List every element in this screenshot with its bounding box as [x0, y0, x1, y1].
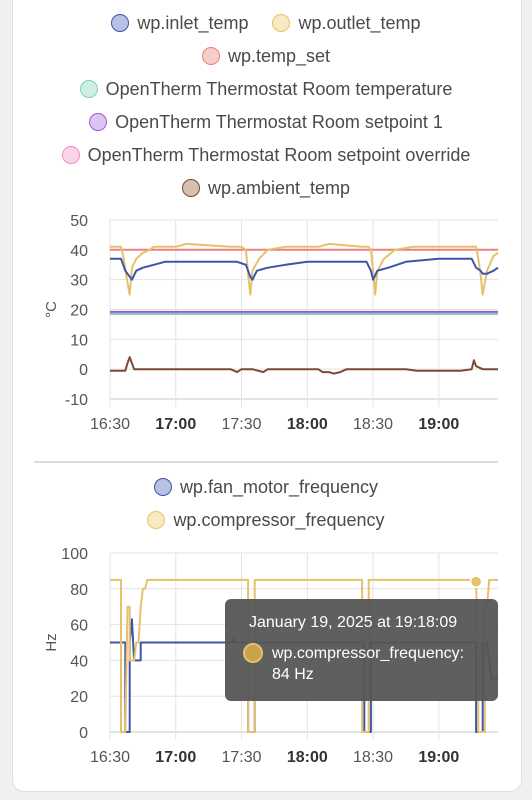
- legend-item[interactable]: OpenTherm Thermostat Room setpoint 1: [89, 112, 443, 133]
- temperature-legend-row: wp.inlet_temp wp.outlet_temp: [12, 10, 520, 36]
- y-tick-label: 100: [61, 546, 88, 563]
- legend-item[interactable]: OpenTherm Thermostat Room temperature: [79, 78, 453, 100]
- legend-swatch-icon: [201, 47, 220, 65]
- tooltip-series-label: wp.compressor_frequency:: [272, 645, 465, 662]
- legend-label: OpenTherm Thermostat Room temperature: [105, 78, 453, 99]
- legend-item[interactable]: wp.temp_set: [201, 45, 331, 67]
- frequency-legend-row: wp.compressor_frequency: [12, 507, 520, 533]
- legend-label: OpenTherm Thermostat Room setpoint overr…: [87, 144, 471, 165]
- series-line: [110, 356, 498, 375]
- y-tick-label: 20: [70, 303, 88, 320]
- legend-item[interactable]: wp.outlet_temp: [272, 12, 421, 34]
- tooltip-series-value: 84 Hz: [272, 666, 314, 683]
- legend-swatch-icon: [111, 14, 130, 32]
- tooltip-series-dot-icon: [243, 643, 263, 663]
- y-tick-label: 30: [70, 273, 88, 290]
- legend-label: wp.inlet_temp: [137, 12, 249, 33]
- y-tick-label: 0: [79, 362, 88, 379]
- y-tick-label: 50: [70, 213, 88, 230]
- y-tick-label: 60: [70, 618, 88, 635]
- x-tick-label: 16:30: [90, 749, 130, 766]
- legend-label: wp.temp_set: [227, 45, 331, 66]
- legend-label: wp.compressor_frequency: [173, 509, 385, 530]
- chart-divider: [34, 461, 498, 463]
- series-line: [110, 242, 499, 296]
- legend-label: wp.ambient_temp: [207, 177, 351, 198]
- legend-item[interactable]: OpenTherm Thermostat Room setpoint overr…: [61, 144, 471, 166]
- x-tick-label: 18:00: [287, 749, 328, 766]
- legend-swatch-icon: [61, 146, 80, 164]
- temperature-legend-row: OpenTherm Thermostat Room setpoint overr…: [12, 142, 520, 168]
- legend-item[interactable]: wp.fan_motor_frequency: [153, 476, 379, 498]
- y-tick-label: 40: [70, 243, 88, 260]
- legend-item[interactable]: wp.inlet_temp: [111, 13, 248, 34]
- series-line: [110, 578, 498, 733]
- x-tick-label: 18:30: [353, 749, 393, 766]
- legend-swatch-icon: [272, 14, 291, 32]
- series-line: [110, 257, 499, 281]
- x-tick-label: 19:00: [418, 749, 459, 766]
- legend-swatch-icon: [89, 113, 108, 131]
- legend-item[interactable]: wp.compressor_frequency: [147, 509, 385, 531]
- y-tick-label: 10: [70, 332, 88, 349]
- y-tick-label: 40: [70, 653, 88, 670]
- x-tick-label: 18:30: [353, 416, 393, 433]
- frequency-legend-row: wp.fan_motor_frequency: [12, 474, 520, 500]
- legend-swatch-icon: [153, 478, 172, 496]
- x-tick-label: 19:00: [418, 416, 459, 433]
- y-axis-title: Hz: [43, 633, 60, 651]
- x-tick-label: 17:00: [155, 749, 196, 766]
- x-tick-label: 16:30: [90, 416, 130, 433]
- tooltip-series: wp.compressor_frequency: 84 Hz: [272, 643, 464, 685]
- legend-label: wp.outlet_temp: [298, 12, 421, 33]
- legend-swatch-icon: [181, 179, 200, 197]
- legend-label: wp.fan_motor_frequency: [179, 476, 379, 497]
- legend-item[interactable]: wp.ambient_temp: [181, 177, 351, 199]
- legend-label: OpenTherm Thermostat Room setpoint 1: [115, 111, 443, 132]
- x-tick-label: 17:00: [155, 416, 196, 433]
- highlight-point: [469, 575, 483, 588]
- y-tick-label: 20: [70, 689, 88, 706]
- temperature-legend-row: wp.temp_set: [12, 43, 520, 69]
- temperature-legend-row: OpenTherm Thermostat Room temperature: [12, 76, 520, 102]
- x-tick-label: 17:30: [222, 749, 262, 766]
- y-tick-label: 0: [79, 725, 88, 742]
- x-tick-label: 17:30: [222, 416, 262, 433]
- temperature-legend-row: OpenTherm Thermostat Room setpoint 1: [12, 109, 520, 135]
- legend-swatch-icon: [79, 80, 98, 98]
- temperature-legend-row: wp.ambient_temp: [12, 175, 520, 201]
- tooltip-timestamp: January 19, 2025 at 19:18:09: [249, 614, 458, 631]
- y-tick-label: 80: [70, 582, 88, 599]
- chart-tooltip: January 19, 2025 at 19:18:09 wp.compress…: [225, 599, 498, 701]
- y-axis-title: °C: [43, 301, 60, 318]
- legend-swatch-icon: [147, 511, 166, 529]
- x-tick-label: 18:00: [287, 416, 328, 433]
- y-tick-label: -10: [65, 392, 88, 409]
